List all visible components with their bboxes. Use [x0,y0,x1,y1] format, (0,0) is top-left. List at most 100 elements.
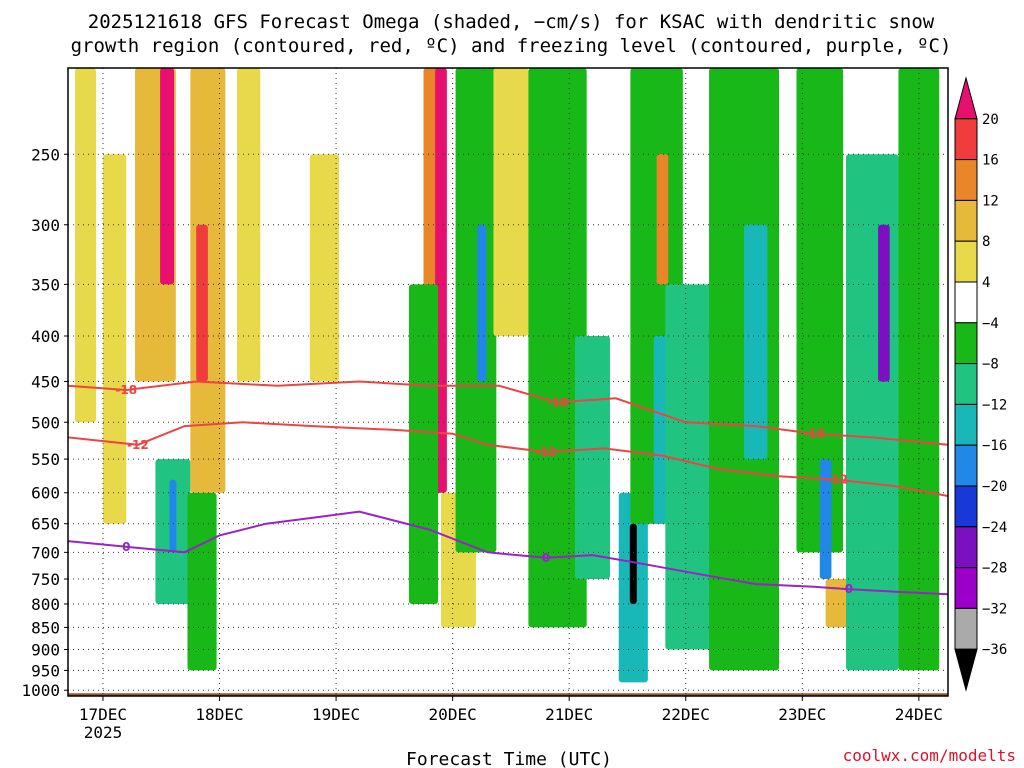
y-tick-900: 900 [31,641,60,660]
omega-cell-19 [575,335,610,580]
colorbar-label-13: −36 [982,642,1007,658]
colorbar-label-5: −4 [982,316,999,332]
y-tick-750: 750 [31,570,60,589]
y-tick-350: 350 [31,275,60,294]
omega-cell-6 [190,68,226,493]
omega-cell-0 [74,68,96,423]
omega-cell-18 [528,68,587,628]
contour-label--12-2: -12 [826,473,848,487]
colorbar-box-7 [954,363,978,405]
colorbar-box-11 [954,526,978,569]
omega-cell-14 [408,284,439,604]
chart-title: 2025121618 GFS Forecast Omega (shaded, −… [71,11,952,57]
omega-cell-33 [898,68,940,671]
omega-cell-1 [102,154,127,524]
colorbar-box-6 [954,322,978,365]
contour--12 [68,421,948,497]
x-tick-19: 19DEC [312,705,360,724]
y-tick-850: 850 [31,618,60,637]
colorbar-label-12: −32 [982,601,1007,617]
y-tick-1000: 1000 [21,681,60,700]
y-tick-650: 650 [31,515,60,534]
omega-cell-15 [455,68,497,553]
colorbar-arrow-bottom [954,648,978,692]
contour-lines: -18 -18 -18 -12 -12 -12 0 0 0 [68,380,948,596]
y-tick-500: 500 [31,413,60,432]
x-tick-year-17: 2025 [84,723,123,742]
y-tick-300: 300 [31,216,60,235]
y-tick-600: 600 [31,484,60,503]
colorbar-label-9: −20 [982,479,1007,495]
colorbar-label-11: −28 [982,561,1007,577]
colorbar-arrow-top [954,76,978,120]
colorbar-label-3: 8 [982,234,990,250]
ground-strip [68,693,948,696]
contour-label-0-2: 0 [845,582,853,596]
colorbar-label-0: 20 [982,112,999,128]
y-tick-950: 950 [31,661,60,680]
x-tick-22: 22DEC [662,705,710,724]
colorbar-label-7: −12 [982,397,1007,413]
colorbar-label-2: 12 [982,193,999,209]
x-tick-20: 20DEC [429,705,477,724]
omega-cell-10 [309,154,339,382]
colorbar-label-1: 16 [982,153,999,169]
contour-label--12-1: -12 [535,445,557,459]
y-tick-700: 700 [31,543,60,562]
colorbar-box-3 [954,199,978,242]
contour-label-0-1: 0 [542,551,550,565]
colorbar-box-1 [954,118,978,161]
contour-label--18-2: -18 [803,427,825,441]
x-axis-label: Forecast Time (UTC) [406,749,612,768]
omega-cell-9 [187,492,217,671]
y-tick-250: 250 [31,145,60,164]
omega-cell-30 [825,579,849,628]
colorbar-label-4: 4 [982,275,990,291]
omega-cell-5 [169,479,177,553]
omega-cell-29 [819,459,832,580]
y-tick-450: 450 [31,373,60,392]
omega-cell-31 [846,154,899,671]
contour-label--18-1: -18 [547,395,569,409]
colorbar-box-4 [954,240,978,283]
plot-area: -18 -18 -18 -12 -12 -12 0 0 0 [67,67,949,697]
grid-lines [68,68,948,696]
omega-cell-28 [796,68,844,553]
colorbar-box-13 [954,607,978,650]
omega-cell-23 [656,154,669,285]
colorbar-box-8 [954,403,978,446]
omega-cell-3 [160,68,175,285]
y-tick-800: 800 [31,595,60,614]
contour-label--18-0: -18 [115,383,137,397]
colorbar-box-2 [954,159,978,201]
y-tick-550: 550 [31,450,60,469]
title-line-1: 2025121618 GFS Forecast Omega (shaded, −… [88,11,935,33]
colorbar-box-5 [954,281,978,324]
colorbar-box-10 [954,485,978,528]
x-tick-21: 21DEC [545,705,593,724]
colorbar-label-6: −8 [982,357,999,373]
x-tick-18: 18DEC [195,705,243,724]
contour-label--12-0: -12 [127,438,149,452]
x-tick-17: 17DEC [79,705,127,724]
credit-link[interactable]: coolwx.com/modelts [843,746,1016,765]
colorbar-box-9 [954,444,978,487]
omega-cell-16 [477,224,487,382]
omega-cell-27 [744,224,768,460]
omega-cell-32 [878,224,890,382]
x-tick-23: 23DEC [778,705,826,724]
contour--18 [68,380,948,446]
title-line-2: growth region (contoured, red, ºC) and f… [71,35,952,57]
colorbar-label-8: −16 [982,438,1007,454]
y-axis-tick-labels: 250 300 350 400 450 500 550 600 650 700 750 800 850 9… [21,145,68,700]
omega-cell-7 [196,224,208,382]
x-tick-24: 24DEC [895,705,943,724]
colorbar-label-10: −24 [982,520,1007,536]
omega-cell-21 [629,523,637,604]
y-tick-400: 400 [31,327,60,346]
omega-cell-17 [493,68,529,336]
contour-label-0-0: 0 [122,540,130,554]
contour-0 [68,510,948,596]
colorbar-legend: 20 16 12 8 4 −4 −8 −12 −16 −20 −24 −28 −32 −36 [954,76,1007,692]
